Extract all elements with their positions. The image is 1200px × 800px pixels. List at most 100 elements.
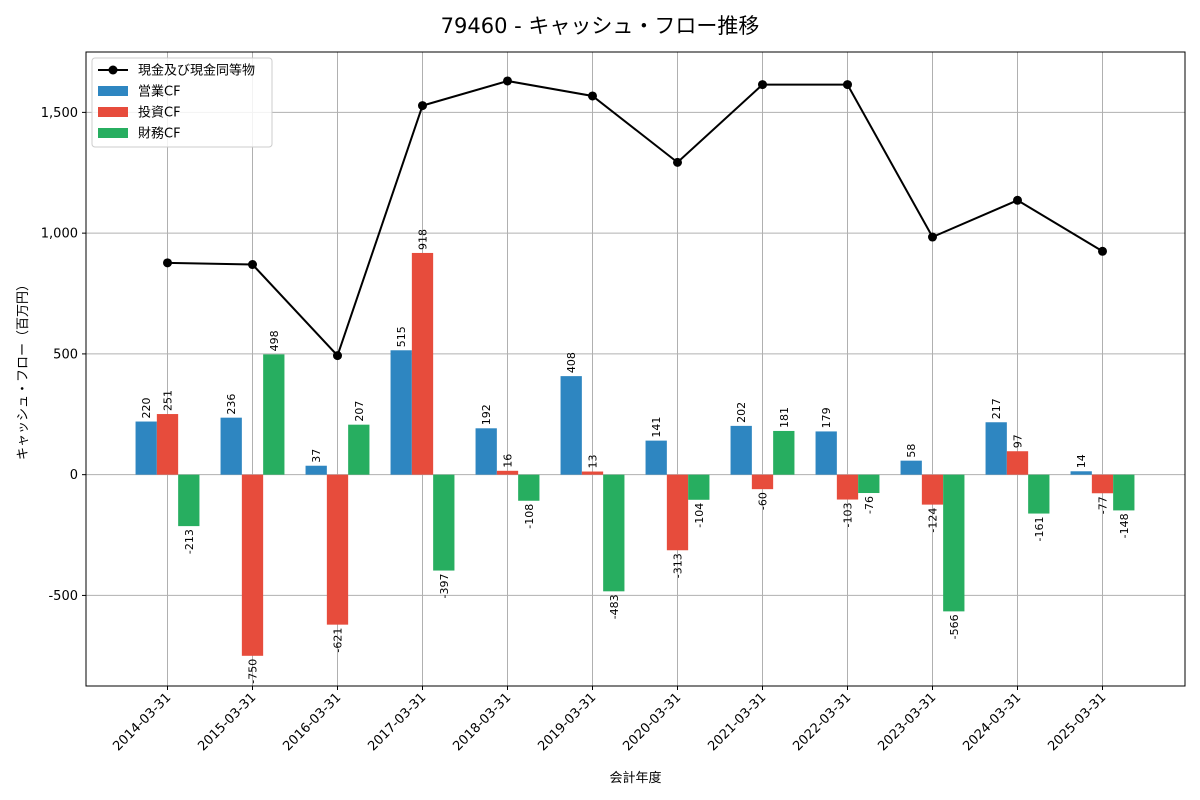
bar-value-label: 97 — [1012, 434, 1025, 448]
bar-operating — [135, 421, 157, 475]
bar-value-label: 192 — [480, 404, 493, 425]
bar-value-label: 58 — [905, 444, 918, 458]
bar-value-label: 179 — [820, 407, 833, 428]
bar-operating — [560, 376, 582, 475]
bar-financing — [433, 474, 455, 571]
y-axis-title: キャッシュ・フロー（百万円） — [16, 278, 31, 460]
legend-swatch — [98, 86, 128, 96]
bar-financing — [773, 430, 795, 475]
bar-operating — [985, 422, 1007, 475]
bar-investing — [496, 470, 519, 475]
y-tick-label: -500 — [48, 589, 78, 604]
bar-financing — [603, 474, 625, 592]
bar-financing — [518, 474, 540, 501]
cash-point — [248, 260, 257, 270]
cash-point — [843, 80, 852, 90]
bar-value-label: 13 — [587, 455, 600, 469]
cash-point — [588, 91, 597, 101]
bar-value-label: 141 — [650, 417, 663, 438]
bar-value-label: 207 — [353, 401, 366, 422]
bar-investing — [241, 474, 264, 656]
cash-point — [503, 76, 512, 86]
cash-point — [333, 351, 342, 361]
bar-investing — [411, 252, 434, 475]
plot-frame — [85, 51, 1186, 687]
bar-operating — [475, 428, 497, 475]
grid — [86, 52, 1185, 686]
cash-point — [1013, 195, 1022, 205]
cash-point — [758, 80, 767, 90]
bar-operating — [390, 350, 412, 475]
bar-value-label: 217 — [990, 398, 1003, 419]
bar-operating — [900, 460, 922, 475]
y-tick-label: 500 — [53, 347, 78, 362]
bar-value-label: 498 — [268, 330, 281, 351]
bar-financing — [943, 474, 965, 612]
bar-value-label: 14 — [1075, 454, 1088, 468]
bar-investing — [751, 474, 774, 490]
y-tick-label: 0 — [70, 468, 78, 483]
bar-value-label: -483 — [608, 594, 621, 619]
x-tick-label: 2014-03-31 — [110, 690, 174, 754]
bar-value-label: 918 — [417, 229, 430, 250]
legend-box — [91, 57, 273, 148]
x-tick-label: 2019-03-31 — [535, 690, 599, 754]
legend-swatch — [98, 107, 128, 117]
bar-financing — [348, 424, 370, 475]
cash-point — [1098, 246, 1107, 256]
bar-investing — [921, 474, 944, 505]
x-tick-label: 2017-03-31 — [365, 690, 429, 754]
bar-value-label: -60 — [757, 492, 770, 510]
bar-value-label: -161 — [1033, 517, 1046, 542]
bar-investing — [1006, 451, 1029, 475]
x-tick-label: 2023-03-31 — [875, 690, 939, 754]
bar-labels: 220 236 37 515 192 408 141 202 179 58 217 14 251 -750… — [140, 229, 1131, 684]
bar-value-label: 202 — [735, 402, 748, 423]
x-tick-label: 2021-03-31 — [705, 690, 769, 754]
bar-operating — [730, 425, 752, 475]
bar-value-label: -104 — [693, 503, 706, 528]
bar-value-label: -76 — [863, 496, 876, 514]
legend-label: 営業CF — [138, 84, 181, 100]
cash-point — [928, 232, 937, 242]
bar-value-label: 37 — [310, 449, 323, 463]
bar-investing — [1091, 474, 1114, 494]
bar-investing — [666, 474, 689, 551]
x-tick-label: 2015-03-31 — [195, 690, 259, 754]
bar-operating — [815, 431, 837, 475]
bar-value-label: -566 — [948, 614, 961, 639]
bar-value-label: -750 — [247, 659, 260, 684]
bar-value-label: -621 — [332, 628, 345, 653]
bar-value-label: -397 — [438, 574, 451, 599]
legend-label-cash: 現金及び現金同等物 — [138, 63, 255, 79]
bar-financing — [1113, 474, 1135, 511]
bar-value-label: 408 — [565, 352, 578, 373]
cash-point — [418, 101, 427, 111]
bar-value-label: -77 — [1097, 496, 1110, 514]
cash-point — [673, 157, 682, 167]
y-tick-label: 1,500 — [41, 106, 78, 121]
x-tick-label: 2024-03-31 — [960, 690, 1024, 754]
bar-investing — [326, 474, 349, 625]
y-tick-label: 1,000 — [41, 227, 78, 242]
bar-operating — [305, 465, 327, 475]
legend-label: 投資CF — [138, 105, 181, 121]
bar-investing — [836, 474, 859, 500]
bar-investing — [156, 414, 179, 475]
bar-financing — [858, 474, 880, 494]
x-tick-label: 2025-03-31 — [1045, 690, 1109, 754]
legend-line-marker — [108, 65, 118, 75]
bar-operating — [220, 417, 242, 475]
chart-title: 79460 - キャッシュ・フロー推移 — [441, 14, 760, 38]
bar-value-label: 251 — [162, 390, 175, 411]
x-tick-label: 2016-03-31 — [280, 690, 344, 754]
bar-financing — [263, 354, 285, 475]
x-axis-title: 会計年度 — [609, 770, 661, 786]
bar-investing — [581, 471, 604, 475]
bar-value-label: -313 — [672, 553, 685, 578]
bar-value-label: -124 — [927, 508, 940, 533]
bar-financing — [1028, 474, 1050, 514]
